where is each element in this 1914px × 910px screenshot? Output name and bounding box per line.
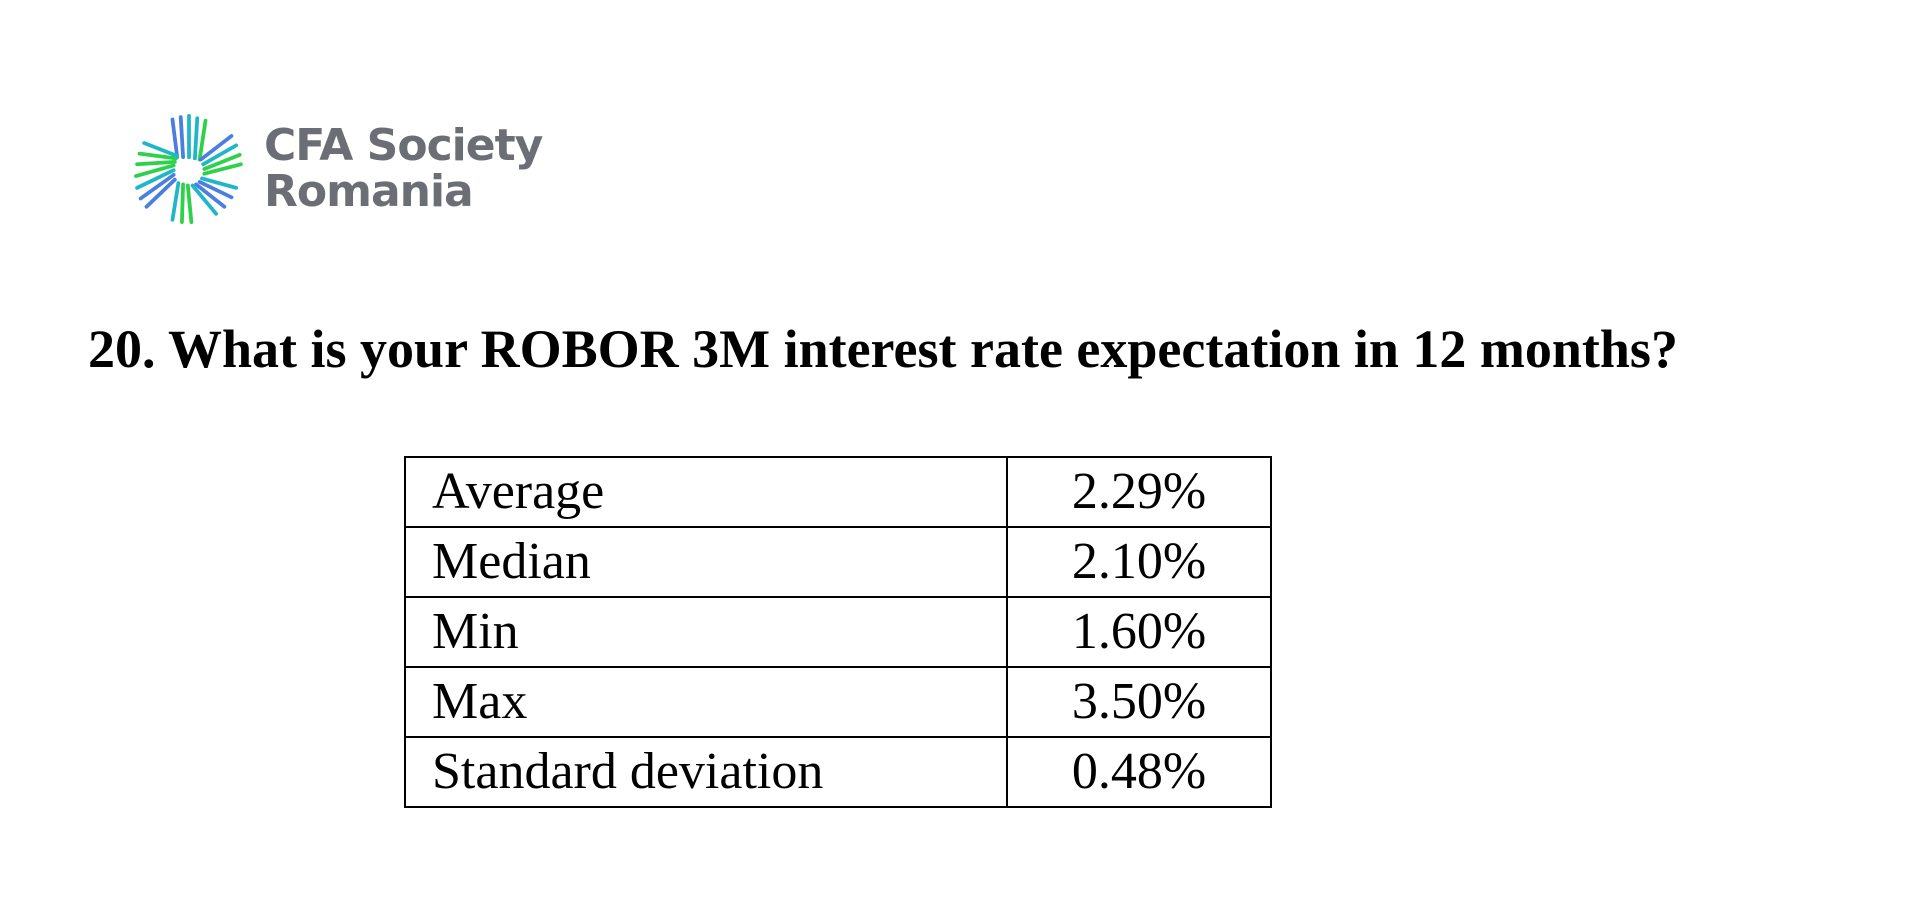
table-row: Median 2.10% (404, 526, 1272, 598)
row-value: 3.50% (1006, 666, 1272, 738)
logo-line-2: Romania (264, 166, 474, 217)
pinwheel-arm-left (134, 141, 180, 178)
row-label: Average (404, 456, 1008, 528)
table-row: Max 3.50% (404, 666, 1272, 738)
statistics-table: Average 2.29% Median 2.10% Min 1.60% Max… (404, 456, 1272, 808)
pinwheel-arm-lower-right (190, 176, 239, 216)
table-row: Average 2.29% (404, 456, 1272, 528)
row-label: Standard deviation (404, 736, 1008, 808)
pinwheel-arm-upper-right (198, 134, 243, 176)
row-label: Min (404, 596, 1008, 668)
row-value: 1.60% (1006, 596, 1272, 668)
logo-wordmark: CFA Society Romania (264, 120, 543, 217)
pinwheel-arm-top (170, 114, 208, 162)
table-row: Min 1.60% (404, 596, 1272, 668)
row-value: 0.48% (1006, 736, 1272, 808)
cfa-logo-pinwheel-icon (134, 114, 243, 224)
row-label: Max (404, 666, 1008, 738)
pinwheel-arm-bottom (170, 181, 194, 224)
row-value: 2.29% (1006, 456, 1272, 528)
table-row: Standard deviation 0.48% (404, 736, 1272, 808)
question-heading: 20. What is your ROBOR 3M interest rate … (88, 319, 1678, 379)
pinwheel-arm-lower-left (135, 168, 177, 209)
row-value: 2.10% (1006, 526, 1272, 598)
logo-line-1: CFA Society (264, 120, 543, 171)
cfa-society-romania-logo: CFA Society Romania (130, 110, 543, 228)
row-label: Median (404, 526, 1008, 598)
